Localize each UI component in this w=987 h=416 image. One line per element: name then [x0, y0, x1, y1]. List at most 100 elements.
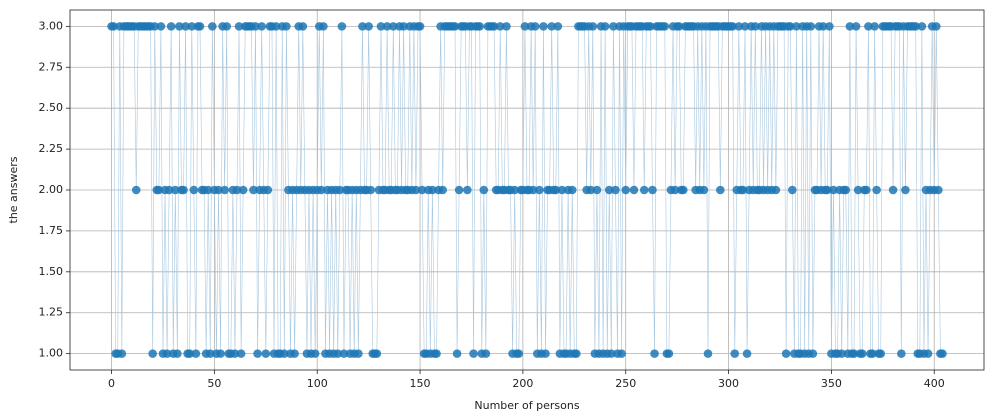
data-point	[650, 349, 659, 358]
data-point	[339, 349, 349, 358]
data-point	[557, 185, 567, 195]
data-point	[621, 185, 631, 195]
data-point	[238, 185, 248, 195]
data-point	[785, 22, 795, 31]
data-point	[588, 22, 598, 31]
data-point	[716, 185, 725, 195]
data-point	[317, 185, 326, 195]
data-point	[415, 22, 425, 31]
data-point	[567, 185, 577, 195]
data-point	[171, 185, 180, 195]
data-point	[864, 22, 873, 31]
data-point	[510, 185, 519, 195]
data-point	[609, 22, 618, 31]
data-point	[781, 349, 791, 358]
data-point	[166, 22, 176, 31]
data-point	[822, 185, 832, 195]
data-point	[514, 349, 524, 358]
data-point	[358, 22, 367, 31]
data-point	[502, 22, 511, 31]
data-point	[220, 185, 229, 195]
data-point	[679, 185, 688, 195]
data-point	[109, 22, 118, 31]
data-point	[450, 22, 460, 31]
data-point	[808, 349, 818, 358]
data-point	[263, 185, 273, 195]
data-point	[742, 349, 752, 358]
x-tick-label: 100	[307, 377, 328, 390]
x-tick-label: 300	[718, 377, 739, 390]
data-point	[699, 185, 709, 195]
data-point	[547, 22, 556, 31]
data-point	[730, 349, 740, 358]
data-point	[876, 349, 886, 358]
data-point	[849, 349, 859, 358]
y-tick-label: 1.75	[39, 224, 64, 237]
data-point	[175, 22, 184, 31]
data-point	[181, 22, 190, 31]
data-point	[607, 349, 616, 358]
data-point	[230, 349, 240, 358]
data-point	[911, 22, 921, 31]
data-point	[271, 22, 281, 31]
data-point	[236, 349, 246, 358]
data-point	[611, 185, 620, 195]
data-point	[703, 349, 713, 358]
data-point	[319, 22, 328, 31]
x-tick-label: 200	[512, 377, 533, 390]
data-point	[845, 22, 855, 31]
data-point	[857, 349, 867, 358]
data-point	[841, 185, 851, 195]
y-tick-label: 2.00	[39, 183, 64, 196]
data-point	[539, 22, 548, 31]
data-point	[376, 22, 386, 31]
data-point	[617, 349, 626, 358]
x-tick-label: 0	[108, 377, 115, 390]
x-tick-label: 350	[821, 377, 842, 390]
data-point	[222, 22, 232, 31]
data-point	[389, 22, 398, 31]
data-point	[853, 185, 863, 195]
data-point	[750, 22, 760, 31]
data-point	[253, 349, 262, 358]
data-point	[117, 349, 127, 358]
data-point	[372, 349, 382, 358]
plot-frame	[69, 9, 985, 371]
data-point	[660, 22, 670, 31]
y-tick-label: 1.25	[39, 306, 64, 319]
data-point	[818, 22, 828, 31]
data-point	[187, 22, 197, 31]
data-point	[553, 22, 563, 31]
data-point	[333, 349, 343, 358]
data-point	[931, 22, 941, 31]
data-point	[868, 349, 877, 358]
data-point	[154, 185, 164, 195]
data-point	[216, 349, 225, 358]
data-point	[131, 185, 141, 195]
x-tick-label: 400	[924, 377, 945, 390]
data-point	[432, 349, 441, 358]
y-tick-label: 2.25	[39, 142, 64, 155]
data-point	[337, 22, 347, 31]
data-point	[354, 349, 363, 358]
data-point	[364, 22, 373, 31]
data-point	[734, 22, 744, 31]
data-point	[280, 349, 289, 358]
data-point	[249, 185, 258, 195]
data-point	[191, 349, 201, 358]
data-point	[520, 22, 530, 31]
data-point	[872, 185, 881, 195]
data-point	[185, 349, 195, 358]
data-point	[179, 185, 188, 195]
data-point	[156, 22, 166, 31]
data-point	[382, 22, 392, 31]
data-point	[806, 22, 816, 31]
x-tick-label: 250	[615, 377, 636, 390]
data-point	[670, 185, 680, 195]
data-point	[195, 22, 205, 31]
data-point	[150, 22, 160, 31]
data-point	[290, 349, 299, 358]
data-point	[203, 185, 213, 195]
data-point	[463, 185, 472, 195]
